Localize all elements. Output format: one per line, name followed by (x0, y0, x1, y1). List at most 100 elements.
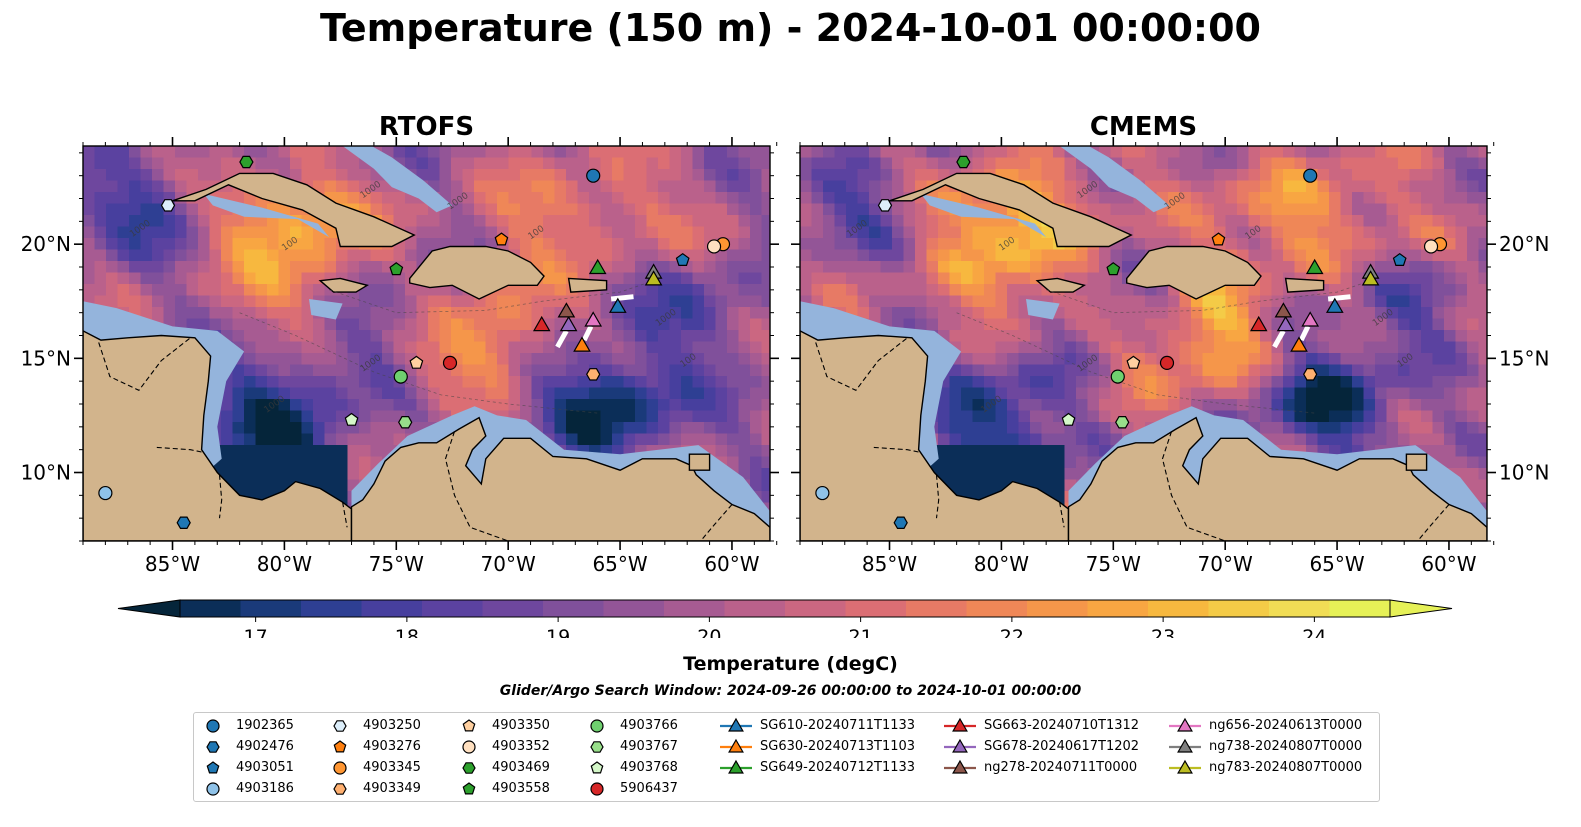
cuba-south-shelf (203, 193, 330, 238)
colorbar-bin (422, 600, 483, 617)
station-marker-ng278-20240711T0000 (557, 302, 576, 318)
colorbar-tick-label: 23 (1151, 626, 1175, 638)
country-border-4 (1161, 431, 1228, 541)
station-marker-4903051 (675, 252, 690, 267)
station-marker-4903766 (1110, 369, 1125, 384)
station-marker-ng656-20240613T0000 (584, 311, 603, 327)
legend-item-label: ng783-20240807T0000 (1209, 760, 1363, 775)
pedro-bank (1026, 299, 1060, 320)
legend-item-label: SG678-20240617T1202 (984, 739, 1140, 754)
legend-item-label: 4903558 (492, 781, 550, 796)
colorbar-tick-label: 20 (697, 626, 721, 638)
colorbar-tick-label: 19 (546, 626, 570, 638)
glider-track-mark-0 (1272, 329, 1286, 349)
station-marker-4903350 (1126, 355, 1141, 369)
country-border-0 (815, 337, 908, 391)
pentagon-marker-icon (462, 719, 476, 732)
station-marker-4903350 (409, 355, 424, 369)
colorbar-bin (1329, 600, 1391, 617)
cuba-island (172, 172, 416, 248)
glider-track-mark-1 (582, 325, 594, 342)
legend-item-label: 4903186 (236, 781, 294, 796)
country-border-1 (873, 446, 919, 453)
puerto-rico-island (567, 277, 608, 293)
legend-item-label: 4903350 (492, 718, 550, 733)
station-marker-4903469 (239, 155, 254, 169)
colorbar: 17 18 19 20 21 22 23 24 (117, 599, 1453, 638)
colorbar-bin (240, 600, 302, 617)
axis-ticks (791, 137, 1496, 550)
central-america-landmass (83, 330, 353, 541)
glider-track-mark-0 (555, 329, 569, 349)
colorbar-bin (1269, 600, 1330, 617)
colorbar-label: Temperature (degC) (683, 653, 898, 675)
legend-item-label: 4903345 (363, 760, 421, 775)
station-marker-SG649-20240712T1133 (1305, 258, 1324, 275)
station-markers (815, 155, 1448, 529)
station-marker-5906437 (1159, 355, 1175, 371)
station-marker-SG649-20240712T1133 (588, 258, 607, 275)
station-marker-4903250 (877, 199, 893, 212)
station-markers (98, 155, 731, 529)
x-tick-label: 60°W (704, 552, 759, 576)
legend-item-label: 4903352 (492, 739, 550, 754)
station-marker-4903276 (1211, 232, 1226, 246)
x-tick-label: 65°W (592, 552, 647, 576)
colorbar-bin (1027, 600, 1088, 617)
station-marker-ng278-20240711T0000 (1274, 302, 1293, 318)
station-marker-SG610-20240711T1133 (1325, 297, 1344, 313)
legend-item-label: 4903349 (363, 781, 421, 796)
station-marker-4903349 (586, 368, 601, 381)
legend-item-label: 4903766 (620, 718, 678, 733)
legend-item-label: ng656-20240613T0000 (1209, 718, 1363, 733)
pedro-bank (309, 299, 343, 320)
hispaniola-island (409, 245, 545, 300)
bahamas-bank (1059, 146, 1170, 213)
south-america-landmass (350, 416, 770, 541)
country-border-5 (1417, 504, 1450, 541)
y-tick-label: 10°N (1499, 461, 1549, 485)
triangle-marker-icon (944, 717, 976, 732)
circle-marker-icon (206, 719, 220, 733)
country-border-2 (935, 474, 940, 519)
legend-item-label: 4902476 (236, 739, 294, 754)
colorbar-bin (1148, 600, 1209, 617)
country-border-3 (1059, 502, 1065, 528)
x-tick-label: 75°W (369, 552, 424, 576)
country-border-1 (156, 446, 202, 453)
map-panel-cmems: 1000 100 1000 1000 100 1000 100 1000 1000 85°W 80°… (791, 137, 1549, 576)
legend-item-label: ng278-20240711T0000 (984, 760, 1138, 775)
station-marker-4903767 (1115, 416, 1130, 429)
puerto-rico-island (1284, 277, 1325, 293)
colorbar-bin (845, 600, 907, 617)
triangle-marker-icon (1169, 738, 1201, 753)
trinidad-island (1405, 453, 1428, 471)
isobath-line-0 (329, 280, 654, 314)
country-border-0 (98, 337, 191, 391)
x-tick-label: 70°W (1198, 552, 1253, 576)
circle-marker-icon (590, 719, 604, 733)
hexagon-marker-icon (462, 762, 476, 774)
trinidad-island (688, 453, 711, 471)
station-marker-SG630-20240713T1103 (1290, 336, 1308, 352)
colorbar-bin (906, 600, 967, 617)
legend-item-label: SG649-20240712T1133 (760, 760, 916, 775)
axis-ticks (74, 137, 779, 550)
legend-item-label: 1902365 (236, 718, 294, 733)
station-marker-4903349 (1303, 368, 1318, 381)
legend-item-label: 4903051 (236, 760, 294, 775)
colorbar-bin (1087, 600, 1149, 617)
x-tick-label: 75°W (1086, 552, 1141, 576)
station-marker-4903768 (344, 412, 359, 426)
station-marker-4903558 (389, 262, 404, 276)
x-tick-label: 60°W (1421, 552, 1476, 576)
colorbar-bin (301, 600, 362, 617)
y-tick-label: 20°N (1499, 232, 1549, 256)
legend: 1902365 4902476 4903051 4903186 4903250 49032… (193, 712, 1380, 802)
bahamas-bank (342, 146, 453, 213)
circle-marker-icon (462, 740, 476, 754)
central-america-landmass (800, 330, 1070, 541)
x-tick-label: 70°W (481, 552, 536, 576)
legend-item-label: ng738-20240807T0000 (1209, 739, 1363, 754)
station-marker-ng783-20240807T0000 (644, 270, 663, 286)
